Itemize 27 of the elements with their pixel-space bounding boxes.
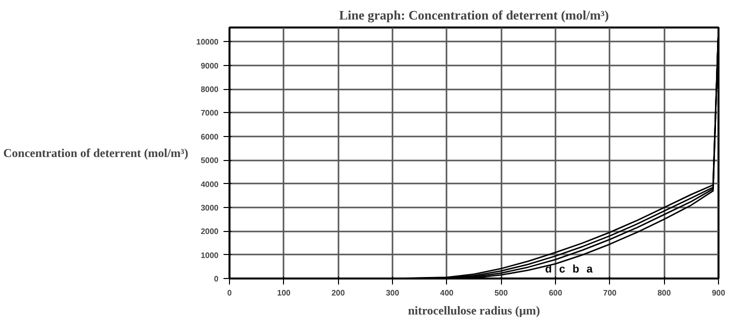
y-tick-label: 1000 [200,250,220,260]
x-tick-label: 900 [712,288,726,298]
y-tick-label: 2000 [200,227,220,236]
y-tick-label: 6000 [200,132,220,142]
x-tick-label: 100 [277,288,292,298]
y-tick-label: 3000 [200,203,220,212]
y-tick-label: 0 [214,274,220,284]
y-axis-title: Concentration of deterrent (mol/m³) [3,146,188,160]
x-tick-label: 300 [386,288,400,298]
y-tick-label: 5000 [200,156,220,166]
annotation: b [572,263,580,276]
x-axis-title: nitrocellulose radius (µm) [408,304,540,318]
x-tick-label: 200 [331,288,346,298]
y-tick-label: 7000 [200,108,220,118]
x-tick-label: 0 [227,288,232,298]
y-tick-label: 10000 [196,38,220,47]
y-tick-label: 4000 [200,180,220,189]
x-tick-label: 700 [603,288,618,298]
y-tick-label: 8000 [200,85,220,94]
x-tick-label: 800 [657,288,672,298]
annotation: a [586,263,594,276]
x-tick-label: 400 [440,288,454,298]
x-tick-label: 500 [494,288,508,298]
y-tick-label: 9000 [200,61,220,70]
annotation: c [559,263,566,276]
chart-title: Line graph: Concentration of deterrent (mol/m³) [339,8,609,22]
x-tick-label: 600 [548,288,563,298]
